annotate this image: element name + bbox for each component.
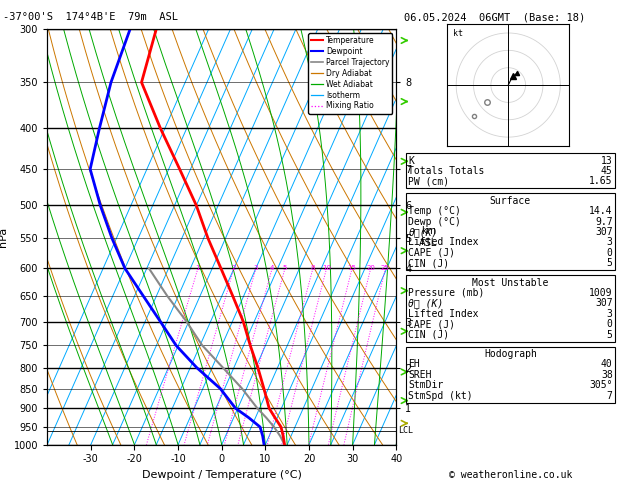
- Text: 1.65: 1.65: [589, 176, 613, 187]
- Text: StmDir: StmDir: [408, 380, 443, 390]
- Y-axis label: hPa: hPa: [0, 227, 8, 247]
- Text: 8: 8: [311, 265, 315, 271]
- Text: CIN (J): CIN (J): [408, 330, 449, 340]
- Text: SREH: SREH: [408, 370, 431, 380]
- Text: 14.4: 14.4: [589, 206, 613, 216]
- Text: 7: 7: [607, 391, 613, 401]
- Text: 25: 25: [381, 265, 390, 271]
- Text: Hodograph: Hodograph: [484, 349, 537, 359]
- Text: θᴇ (K): θᴇ (K): [408, 298, 443, 309]
- Legend: Temperature, Dewpoint, Parcel Trajectory, Dry Adiabat, Wet Adiabat, Isotherm, Mi: Temperature, Dewpoint, Parcel Trajectory…: [308, 33, 392, 114]
- X-axis label: Dewpoint / Temperature (°C): Dewpoint / Temperature (°C): [142, 470, 302, 480]
- Text: 305°: 305°: [589, 380, 613, 390]
- Text: 20: 20: [366, 265, 375, 271]
- Text: 5: 5: [607, 259, 613, 268]
- Text: Lifted Index: Lifted Index: [408, 309, 479, 319]
- Text: 40: 40: [601, 360, 613, 369]
- Text: 1009: 1009: [589, 288, 613, 298]
- Text: EH: EH: [408, 360, 420, 369]
- Text: -37°00'S  174°4B'E  79m  ASL: -37°00'S 174°4B'E 79m ASL: [3, 12, 178, 22]
- Text: 3: 3: [607, 309, 613, 319]
- Text: 1: 1: [196, 265, 200, 271]
- Text: 38: 38: [601, 370, 613, 380]
- Text: Most Unstable: Most Unstable: [472, 278, 548, 288]
- Y-axis label: km
ASL: km ASL: [419, 226, 437, 248]
- Text: Dewp (°C): Dewp (°C): [408, 217, 461, 226]
- Text: CAPE (J): CAPE (J): [408, 319, 455, 330]
- Text: kt: kt: [453, 30, 463, 38]
- Text: 3: 3: [607, 237, 613, 247]
- Text: 06.05.2024  06GMT  (Base: 18): 06.05.2024 06GMT (Base: 18): [404, 12, 586, 22]
- Text: K: K: [408, 156, 414, 166]
- Text: 3: 3: [253, 265, 258, 271]
- Text: 45: 45: [601, 166, 613, 176]
- Text: 5: 5: [607, 330, 613, 340]
- Text: 13: 13: [601, 156, 613, 166]
- Text: Totals Totals: Totals Totals: [408, 166, 484, 176]
- Text: 9.7: 9.7: [595, 217, 613, 226]
- Text: 2: 2: [231, 265, 236, 271]
- Text: Pressure (mb): Pressure (mb): [408, 288, 484, 298]
- Text: 307: 307: [595, 298, 613, 309]
- Text: θᴇ(K): θᴇ(K): [408, 227, 438, 237]
- Text: StmSpd (kt): StmSpd (kt): [408, 391, 473, 401]
- Text: CIN (J): CIN (J): [408, 259, 449, 268]
- Text: Temp (°C): Temp (°C): [408, 206, 461, 216]
- Text: 0: 0: [607, 319, 613, 330]
- Text: 10: 10: [322, 265, 331, 271]
- Text: LCL: LCL: [398, 426, 413, 435]
- Text: CAPE (J): CAPE (J): [408, 248, 455, 258]
- Text: 307: 307: [595, 227, 613, 237]
- Text: Surface: Surface: [490, 195, 531, 206]
- Text: © weatheronline.co.uk: © weatheronline.co.uk: [448, 470, 572, 480]
- Text: 5: 5: [283, 265, 287, 271]
- Text: PW (cm): PW (cm): [408, 176, 449, 187]
- Text: Lifted Index: Lifted Index: [408, 237, 479, 247]
- Text: 4: 4: [270, 265, 274, 271]
- Text: 0: 0: [607, 248, 613, 258]
- Text: 15: 15: [348, 265, 357, 271]
